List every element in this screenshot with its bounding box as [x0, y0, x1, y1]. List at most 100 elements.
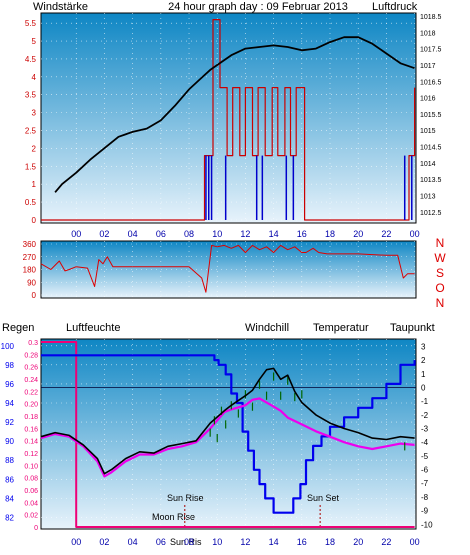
panel-wind-pressure	[40, 12, 417, 224]
wind-tick-label: 4.5	[25, 55, 37, 64]
pressure-tick-label: 1017.5	[420, 47, 442, 54]
rain-tick-label: 0	[34, 525, 38, 532]
rain-tick-label: 0.3	[28, 340, 38, 347]
compass-label: S	[436, 266, 444, 280]
wind-tick-label: 3.5	[25, 91, 37, 100]
x-tick-label: 14	[269, 229, 279, 239]
legend-dewpoint: Taupunkt	[390, 322, 435, 334]
sun-rise-label: Sun Rise	[167, 493, 204, 503]
rain-tick-label: 0.26	[24, 365, 38, 372]
rain-tick-label: 0.20	[24, 402, 38, 409]
direction-tick-label: 270	[23, 253, 37, 262]
compass-label: N	[436, 296, 445, 310]
x-tick-label: 10	[212, 537, 222, 547]
x-tick-label: 00	[71, 537, 81, 547]
compass-label: O	[435, 281, 444, 295]
humidity-tick-label: 98	[5, 361, 14, 370]
pressure-tick-label: 1017	[420, 63, 436, 70]
x-tick-label: 14	[269, 537, 279, 547]
pressure-axis-title: Luftdruck	[372, 1, 418, 13]
temperature-tick-label: -2	[421, 411, 429, 420]
x-tick-label: 08	[184, 537, 194, 547]
pressure-tick-label: 1014	[420, 161, 436, 168]
rain-tick-label: 0.04	[24, 500, 38, 507]
wind-tick-label: 0	[32, 216, 37, 225]
direction-tick-label: 90	[27, 278, 36, 287]
sun-set-label: Sun Set	[307, 493, 340, 503]
panel-wind-direction	[40, 240, 417, 299]
wind-tick-label: 0.5	[25, 198, 37, 207]
temperature-tick-label: -5	[421, 452, 429, 461]
wind-tick-label: 2	[32, 144, 37, 153]
temperature-tick-label: -3	[421, 425, 429, 434]
dewpoint-line	[40, 397, 415, 478]
temperature-tick-label: -1	[421, 397, 429, 406]
x-tick-label: 22	[381, 537, 391, 547]
pressure-tick-label: 1015	[420, 128, 436, 135]
moon-rise-label: Moon Rise	[152, 512, 195, 522]
rain-tick-label: 0.16	[24, 426, 38, 433]
temperature-tick-label: 0	[421, 384, 426, 393]
wind-tick-label: 1	[32, 180, 37, 189]
direction-tick-label: 360	[23, 240, 37, 249]
rain-tick-label: 0.18	[24, 414, 38, 421]
x-tick-label: 18	[325, 229, 335, 239]
legend-windchill: Windchill	[245, 322, 289, 334]
pressure-tick-label: 1012.5	[420, 210, 442, 217]
wind-tick-label: 1.5	[25, 162, 37, 171]
humidity-tick-label: 94	[5, 399, 14, 408]
temperature-tick-label: -9	[421, 507, 429, 516]
pressure-line	[54, 36, 415, 193]
x-tick-label: 06	[156, 537, 166, 547]
rain-tick-label: 0.22	[24, 389, 38, 396]
pressure-tick-label: 1016	[420, 96, 436, 103]
temperature-tick-label: 2	[421, 356, 426, 365]
rain-line	[41, 341, 415, 528]
panel-humidity-temperature	[40, 338, 417, 530]
pressure-tick-label: 1015.5	[420, 112, 442, 119]
temperature-tick-label: -6	[421, 466, 429, 475]
compass-label: W	[434, 251, 446, 265]
humidity-tick-label: 84	[5, 494, 14, 503]
wind-direction-line	[40, 244, 415, 293]
rain-tick-label: 0.14	[24, 439, 38, 446]
wind-axis-title: Windstärke	[33, 1, 88, 13]
humidity-tick-label: 82	[5, 513, 14, 522]
temperature-tick-label: -7	[421, 479, 429, 488]
temperature-tick-label: -10	[421, 520, 433, 529]
x-tick-label: 00	[410, 537, 420, 547]
humidity-tick-label: 100	[1, 342, 15, 351]
humidity-tick-label: 90	[5, 437, 14, 446]
windspeed-line	[41, 19, 416, 221]
pressure-tick-label: 1014.5	[420, 145, 442, 152]
wind-tick-label: 4	[32, 73, 37, 82]
moon-set-label: Sun Ris	[170, 537, 202, 547]
wind-tick-label: 5	[32, 37, 37, 46]
x-tick-label: 08	[184, 229, 194, 239]
temperature-line	[40, 367, 415, 475]
x-tick-label: 12	[240, 229, 250, 239]
temperature-tick-label: 3	[421, 342, 426, 351]
humidity-tick-label: 92	[5, 418, 14, 427]
x-tick-label: 20	[353, 537, 363, 547]
rain-tick-label: 0.12	[24, 451, 38, 458]
rain-tick-label: 0.24	[24, 377, 38, 384]
pressure-tick-label: 1018.5	[420, 14, 442, 21]
pressure-tick-label: 1013	[420, 194, 436, 201]
wind-tick-label: 3	[32, 109, 37, 118]
legend-temperature: Temperatur	[313, 322, 369, 334]
pressure-tick-label: 1016.5	[420, 79, 442, 86]
temperature-tick-label: -8	[421, 493, 429, 502]
x-tick-label: 00	[410, 229, 420, 239]
x-tick-label: 04	[128, 537, 138, 547]
compass-label: N	[436, 236, 445, 250]
rain-tick-label: 0.10	[24, 463, 38, 470]
x-tick-label: 20	[353, 229, 363, 239]
direction-tick-label: 180	[23, 266, 37, 275]
humidity-tick-label: 96	[5, 380, 14, 389]
direction-tick-label: 0	[32, 291, 37, 300]
rain-tick-label: 0.08	[24, 476, 38, 483]
x-tick-label: 16	[297, 229, 307, 239]
